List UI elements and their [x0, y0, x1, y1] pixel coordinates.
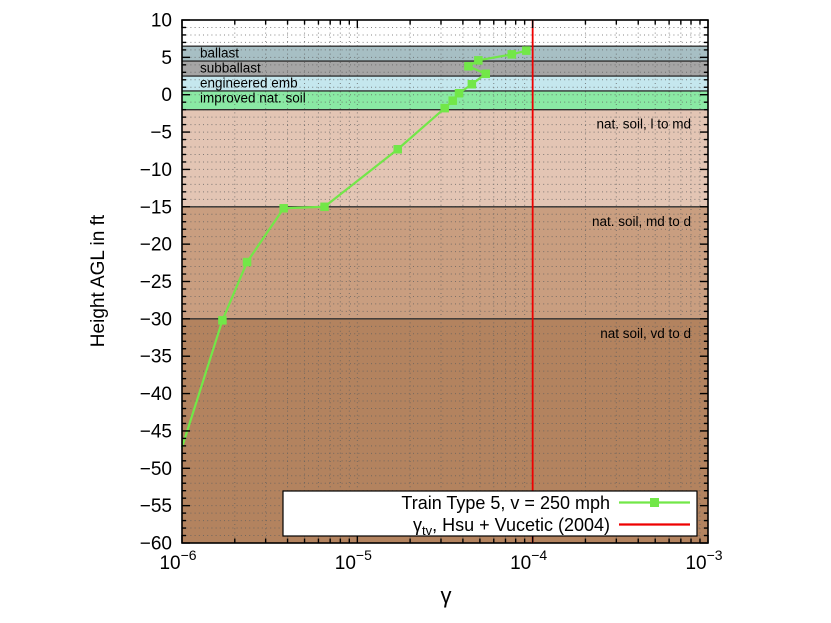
legend-label: Train Type 5, v = 250 mph [401, 493, 610, 513]
x-tick-label: 10−6 [159, 547, 196, 574]
data-point-marker [454, 88, 464, 98]
legend-box [282, 490, 698, 537]
x-tick-label: 10−4 [510, 547, 547, 574]
train-strain-series [180, 46, 531, 448]
data-point-marker [279, 204, 288, 213]
band-improved-nat-soil [182, 90, 708, 110]
x-axis-title: γ [441, 583, 452, 608]
data-point-marker [440, 103, 449, 113]
band-label-engineered-emb: engineered emb [200, 76, 298, 91]
data-point-marker [467, 80, 477, 89]
y-tick-label: −50 [140, 459, 172, 480]
band-label-improved-nat-soil: improved nat. soil [200, 90, 306, 105]
y-tick-label: −35 [140, 347, 172, 368]
band-ballast [182, 46, 708, 62]
y-tick-label: −5 [150, 123, 172, 144]
band-engineered-emb [182, 76, 708, 91]
data-point-marker [481, 69, 490, 79]
y-tick-label: −15 [140, 197, 172, 218]
data-point-marker [393, 145, 402, 154]
y-tick-label: −45 [140, 421, 172, 442]
band-nat-soil-md-to-d [182, 206, 708, 319]
data-point-marker [218, 316, 227, 325]
x-tick-label: 10−5 [335, 547, 372, 574]
band-label-nat-soil-md-to-d: nat. soil, md to d [592, 214, 691, 229]
y-axis-title: Height AGL in ft [88, 214, 109, 347]
band-label-subballast: subballast [200, 61, 261, 76]
y-tick-label: −60 [140, 534, 172, 555]
band-label-ballast: ballast [200, 46, 239, 61]
legend-entry: γtv, Hsu + Vucetic (2004) [413, 515, 690, 538]
band-label-nat-soil-vd-to-d: nat soil, vd to d [600, 326, 691, 341]
data-point-marker [320, 202, 329, 212]
data-point-marker [474, 56, 483, 65]
y-tick-label: −40 [140, 384, 172, 405]
y-tick-label: −55 [140, 496, 172, 517]
axis-ticks [181, 19, 709, 544]
legend-entry: Train Type 5, v = 250 mph [401, 493, 690, 513]
legend-label: γtv, Hsu + Vucetic (2004) [413, 515, 610, 538]
y-tick-label: −10 [140, 160, 172, 181]
y-tick-label: 5 [161, 48, 172, 69]
legend-sample-marker [650, 498, 659, 507]
y-tick-label: −30 [140, 309, 172, 330]
x-tick-label: 10−3 [685, 547, 722, 574]
data-point-marker [242, 257, 252, 267]
y-tick-label: 10 [151, 11, 172, 32]
data-point-marker [507, 50, 517, 59]
data-point-marker [464, 62, 473, 71]
band-label-nat-soil-l-to-md: nat. soil, l to md [596, 117, 691, 132]
band-nat-soil-l-to-md [182, 109, 708, 207]
y-tick-label: −20 [140, 235, 172, 256]
data-point-marker [448, 96, 457, 105]
data-point-marker [522, 46, 531, 55]
y-tick-labels: 10 5 0 −5 −10 −15 −20 −25 −30 −35 −40 −45 −50 −55 −60 [140, 11, 172, 555]
y-tick-label: −25 [140, 272, 172, 293]
y-tick-label: 0 [161, 85, 172, 106]
x-tick-labels: 10−6 10−5 10−4 10−3 [159, 547, 722, 574]
band-subballast [182, 61, 708, 77]
